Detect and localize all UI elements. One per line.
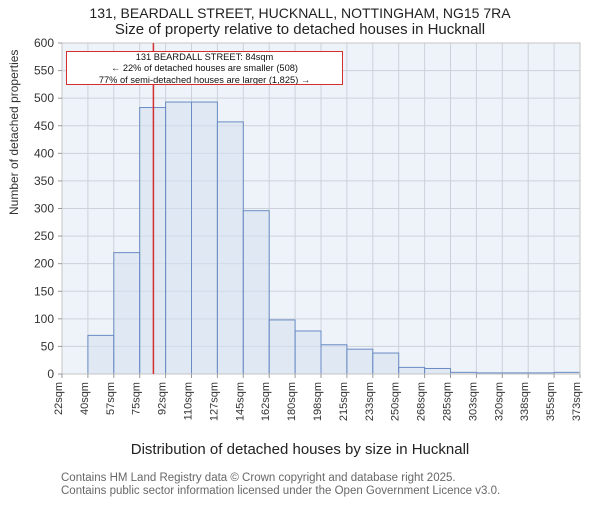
svg-text:355sqm: 355sqm [545,382,557,421]
svg-text:127sqm: 127sqm [208,382,220,421]
svg-text:350: 350 [34,174,54,188]
svg-text:320sqm: 320sqm [493,382,505,421]
svg-text:57sqm: 57sqm [105,382,117,415]
svg-text:338sqm: 338sqm [519,382,531,421]
svg-text:550: 550 [34,64,54,78]
svg-text:150: 150 [34,284,54,298]
svg-text:50: 50 [41,339,55,353]
svg-text:92sqm: 92sqm [157,382,169,415]
svg-text:198sqm: 198sqm [312,382,324,421]
svg-text:75sqm: 75sqm [131,382,143,415]
svg-text:268sqm: 268sqm [416,382,428,421]
svg-text:373sqm: 373sqm [571,382,583,421]
svg-text:145sqm: 145sqm [234,382,246,421]
svg-text:285sqm: 285sqm [442,382,454,421]
svg-text:180sqm: 180sqm [286,382,298,421]
svg-text:200: 200 [34,257,54,271]
svg-text:250sqm: 250sqm [390,382,402,421]
svg-text:40sqm: 40sqm [79,382,91,415]
svg-text:303sqm: 303sqm [467,382,479,421]
svg-text:250: 250 [34,229,54,243]
svg-text:0: 0 [47,367,54,381]
svg-text:22sqm: 22sqm [53,382,65,415]
svg-text:110sqm: 110sqm [183,382,195,420]
svg-text:400: 400 [34,146,54,160]
svg-text:100: 100 [34,312,54,326]
svg-text:450: 450 [34,119,54,133]
svg-text:162sqm: 162sqm [260,382,272,421]
svg-text:215sqm: 215sqm [338,382,350,421]
svg-text:300: 300 [34,202,54,216]
svg-text:600: 600 [34,36,54,50]
svg-text:500: 500 [34,91,54,105]
svg-text:233sqm: 233sqm [364,382,376,421]
